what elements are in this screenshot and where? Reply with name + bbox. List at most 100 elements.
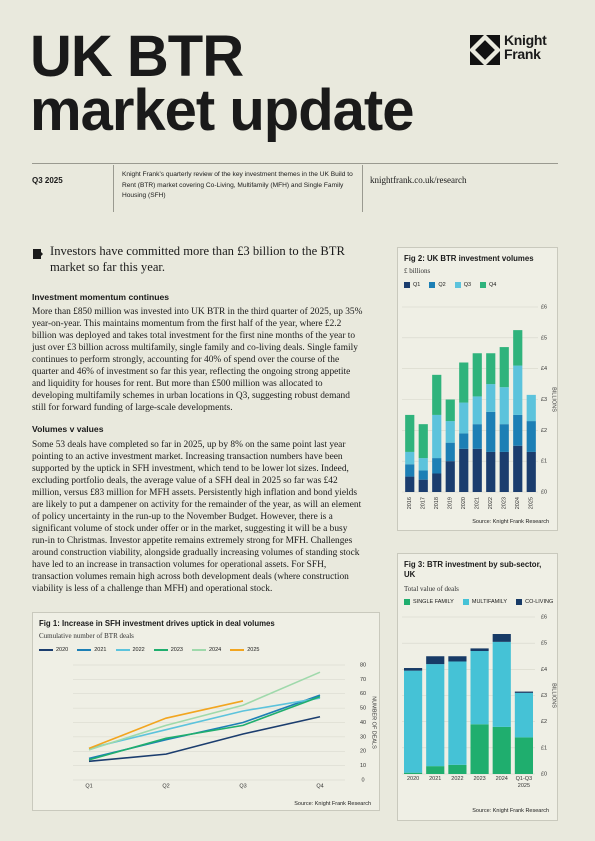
bar-segment	[470, 724, 489, 774]
bar-segment	[486, 384, 496, 412]
logo-text: Knight Frank	[504, 32, 547, 62]
bar-segment	[472, 396, 482, 425]
figure-subtitle: Total value of deals	[404, 585, 459, 593]
source: Source: Knight Frank Research	[294, 801, 371, 807]
legend-item: 2022	[115, 647, 145, 653]
legend-label: 2021	[94, 647, 107, 653]
legend-item: 2025	[230, 647, 260, 653]
legend-label: 2024	[209, 647, 222, 653]
y-tick-label: £3	[541, 693, 547, 699]
legend-item: 2021	[77, 647, 107, 653]
line-series	[88, 671, 321, 751]
bar-segment	[526, 451, 536, 492]
x-tick-label-box: Q1-Q3 2025	[515, 776, 533, 789]
y-axis-label: BILLIONS	[551, 387, 557, 412]
legend-swatch	[77, 649, 92, 651]
headline: Investors have committed more than £3 bi…	[50, 244, 345, 274]
bullet-icon	[33, 249, 43, 259]
x-tick-label: Q1-Q3 2025	[515, 776, 533, 789]
figure-subtitle: Cumulative number of BTR deals	[39, 632, 134, 640]
bar-segment	[514, 692, 534, 738]
bar-segment	[492, 641, 511, 727]
bar-segment	[432, 473, 442, 492]
x-tick-label: 2024	[495, 776, 508, 782]
y-axis-label: BILLIONS	[551, 683, 557, 708]
issue: Q3 2025	[32, 176, 63, 185]
bar-segment	[470, 648, 489, 652]
legend-swatch	[462, 599, 469, 605]
bar-segment	[486, 451, 496, 492]
legend-label: Q3	[463, 282, 472, 288]
bar-segment	[403, 772, 423, 774]
bar-segment	[445, 461, 455, 492]
y-tick-label: £1	[541, 745, 547, 751]
legend-swatch	[516, 599, 523, 605]
bar-segment	[448, 764, 467, 774]
bar-segment	[418, 458, 428, 471]
x-tick-label-box: 2024	[495, 776, 508, 782]
x-tick-label: Q1	[85, 783, 92, 789]
line-series	[88, 695, 321, 761]
x-tick-label-box: 2023	[473, 776, 485, 782]
legend-swatch	[429, 282, 436, 288]
legend-label: Q2	[438, 282, 446, 288]
legend-item: MULTIFAMILY	[462, 599, 507, 605]
figure: Fig 3: BTR investment by sub-sector, UK T…	[397, 553, 558, 821]
legend-label: 2022	[132, 647, 145, 653]
y-tick-label: £4	[541, 667, 547, 673]
bar-segment	[499, 451, 509, 492]
bar-segment	[472, 424, 482, 449]
x-tick-label: Q4	[316, 783, 323, 789]
bar-segment	[432, 374, 442, 415]
bar-segment	[445, 442, 455, 462]
bar-segment	[513, 445, 523, 492]
y-tick-label: £2	[541, 719, 547, 725]
bar-segment	[486, 353, 496, 385]
divider	[362, 165, 363, 212]
x-tick-label: 2022	[451, 776, 464, 782]
source: Source: Knight Frank Research	[472, 808, 549, 814]
bar-segment	[472, 353, 482, 397]
x-tick-label: Q2	[162, 783, 169, 789]
figure-title: Fig 1: Increase in SFH investment drives…	[39, 619, 275, 628]
y-tick-label: 70	[360, 677, 366, 683]
bar-segment	[405, 414, 415, 452]
legend-swatch	[404, 599, 410, 605]
bar-segment	[514, 737, 534, 774]
legend-item: CO-LIVING	[516, 599, 553, 605]
y-tick-label: 0	[361, 777, 364, 783]
legend-item: 2024	[192, 647, 221, 653]
y-tick-label: £4	[541, 366, 547, 372]
bar-segment	[418, 479, 428, 492]
x-tick-label: 2023	[502, 497, 508, 509]
bar-segment	[526, 421, 536, 452]
bar-segment	[426, 766, 445, 774]
legend-item: SINGLE FAMILY	[404, 599, 454, 605]
divider	[113, 165, 114, 212]
legend-swatch	[454, 282, 461, 288]
legend: 2020 2021 2022 2023 2024 2025	[39, 647, 260, 653]
y-tick-label: £0	[541, 489, 547, 495]
x-tick-label: 2019	[448, 497, 454, 509]
plot: £0 £1 £2 £3 £4 £5 £6 BILLIONS 2020 2021 2022 2023 20…	[402, 614, 557, 789]
section-heading: Volumes v values	[32, 424, 104, 434]
bar-segment	[448, 656, 467, 662]
bar-segment	[405, 476, 415, 492]
bar-segment	[418, 470, 428, 480]
legend-item: Q2	[429, 282, 446, 288]
bar-segment	[445, 421, 455, 443]
bar-segment	[403, 668, 423, 671]
bar-segment	[499, 424, 509, 452]
bar-segment	[499, 387, 509, 425]
figure-title: Fig 3: BTR investment by sub-sector, UK	[404, 560, 542, 579]
legend-label: CO-LIVING	[525, 599, 554, 605]
url: knightfrank.co.uk/research	[370, 175, 467, 185]
legend-item: Q3	[454, 282, 472, 288]
legend-item: Q4	[480, 282, 496, 288]
bar-segment	[486, 411, 496, 452]
x-tick-label-box: 2022	[451, 776, 464, 782]
legend-swatch	[192, 649, 206, 651]
plot: £0 £1 £2 £3 £4 £5 £6 BILLIONS 2016 2017 2018 2019 20…	[402, 304, 557, 509]
x-tick-label: 2017	[421, 497, 427, 509]
rule	[32, 163, 558, 164]
